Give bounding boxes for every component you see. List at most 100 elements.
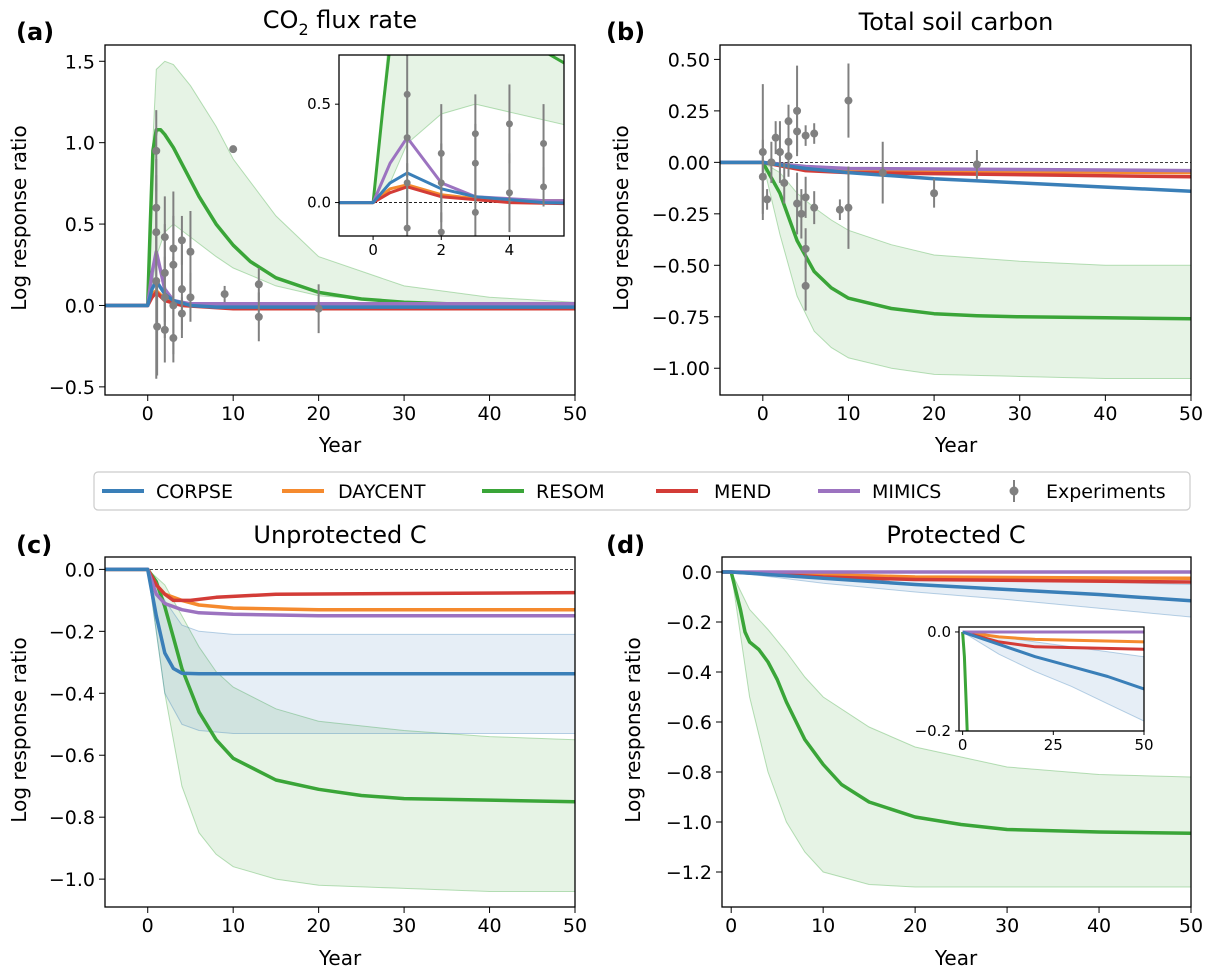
- y-tick-label: 1.5: [65, 51, 95, 73]
- experiment-marker: [771, 133, 780, 142]
- y-tick-label: −1.0: [666, 812, 712, 834]
- experiment-marker: [797, 209, 806, 218]
- experiment-point: [403, 163, 411, 203]
- x-tick-label: 4: [505, 241, 515, 259]
- axes-frame: [721, 556, 1192, 908]
- experiment-marker: [186, 293, 195, 302]
- y-tick-label: 0.0: [65, 559, 95, 581]
- experiment-marker: [403, 134, 411, 142]
- x-tick-label: 0: [368, 241, 378, 259]
- experiment-point: [160, 256, 169, 339]
- experiment-point: [835, 199, 844, 220]
- x-tick-label: 10: [221, 915, 245, 937]
- plot-area-inset3: [961, 630, 1144, 731]
- y-tick-label: −0.6: [49, 745, 95, 767]
- experiment-marker: [505, 120, 513, 128]
- panel-title-b: Total soil carbon: [858, 8, 1054, 36]
- experiment-marker: [878, 168, 887, 177]
- uncertainty-band-resom: [730, 571, 1191, 888]
- experiment-point: [540, 167, 548, 207]
- y-tick-label: 0.5: [65, 214, 95, 236]
- x-tick-label: 40: [477, 915, 501, 937]
- experiment-marker: [505, 189, 513, 197]
- y-tick-label: −0.5: [49, 377, 95, 399]
- x-tick-label: 40: [477, 403, 501, 425]
- x-tick-label: 30: [392, 403, 416, 425]
- x-tick-label: 20: [922, 403, 946, 425]
- axes-frame: [104, 556, 576, 908]
- x-tick-label: 40: [1093, 403, 1117, 425]
- experiment-point: [758, 139, 767, 214]
- experiment-point: [930, 178, 939, 208]
- x-tick-label: 20: [307, 403, 331, 425]
- legend-label-mend: MEND: [714, 481, 771, 503]
- experiment-point: [810, 123, 819, 144]
- y-tick-label: −1.0: [49, 869, 95, 891]
- plot-area-inset0: [339, 55, 564, 236]
- experiment-marker: [314, 304, 323, 313]
- experiment-marker: [801, 281, 810, 290]
- x-tick-label: 0: [757, 403, 769, 425]
- experiment-marker: [169, 301, 178, 310]
- experiment-point: [153, 277, 162, 376]
- y-tick-label: 0.0: [927, 623, 951, 641]
- experiment-marker: [186, 247, 195, 256]
- y-tick-label: −0.2: [49, 621, 95, 643]
- y-axis-label-a: Log response ratio: [7, 125, 31, 310]
- experiment-point: [229, 145, 238, 154]
- y-axis-label-d: Log response ratio: [621, 637, 645, 822]
- x-tick-label: 2: [436, 241, 446, 259]
- panel-title-a: CO2 flux rate: [263, 6, 417, 39]
- x-tick-label: 30: [1008, 403, 1032, 425]
- experiment-marker: [844, 96, 853, 105]
- experiment-point: [169, 313, 178, 363]
- x-tick-label: 10: [811, 915, 835, 937]
- experiment-marker: [540, 140, 548, 148]
- experiment-point: [801, 125, 810, 146]
- x-tick-label: 30: [392, 915, 416, 937]
- x-tick-label: 25: [1044, 736, 1063, 754]
- experiment-point: [314, 284, 323, 334]
- panel-letter-a: (a): [16, 18, 54, 46]
- x-tick-label: 0: [958, 736, 968, 754]
- experiment-marker: [177, 285, 186, 294]
- y-axis-label-b: Log response ratio: [609, 125, 633, 310]
- experiment-point: [801, 261, 810, 311]
- y-tick-label: 0.0: [65, 295, 95, 317]
- experiment-point: [767, 141, 776, 183]
- y-tick-label: −0.8: [49, 807, 95, 829]
- series-line-daycent: [962, 630, 1144, 644]
- panel-letter-c: (c): [16, 531, 52, 559]
- x-tick-label: 10: [221, 403, 245, 425]
- axes-frame: [338, 54, 565, 237]
- axes-frame: [958, 626, 1145, 732]
- experiment-marker: [152, 228, 161, 237]
- experiment-point: [878, 141, 887, 204]
- x-tick-label: 0: [142, 915, 154, 937]
- experiment-marker: [835, 205, 844, 214]
- experiment-point: [186, 272, 195, 322]
- experiment-point: [780, 162, 789, 204]
- y-tick-label: −0.50: [652, 255, 710, 277]
- experiment-marker: [403, 90, 411, 98]
- panel-letter-d: (d): [606, 531, 645, 559]
- legend-frame: [93, 471, 1191, 511]
- experiment-marker: [254, 312, 263, 321]
- experiment-point: [220, 285, 229, 303]
- y-tick-label: −1.00: [652, 358, 710, 380]
- experiment-marker: [780, 178, 789, 187]
- experiment-marker: [763, 195, 772, 204]
- y-tick-label: 0.00: [668, 152, 710, 174]
- experiment-marker: [540, 183, 548, 191]
- experiment-point: [844, 166, 853, 249]
- x-axis-label-d: Year: [934, 946, 978, 970]
- x-tick-label: 50: [1134, 736, 1153, 754]
- uncertainty-band-resom: [762, 161, 1191, 379]
- inset-plot: 0 25 50 −0.2 0.0: [915, 623, 1154, 754]
- experiment-point: [437, 143, 445, 223]
- y-tick-label: −0.25: [652, 204, 710, 226]
- legend-label-corpse: CORPSE: [156, 481, 233, 503]
- experiment-marker: [254, 280, 263, 289]
- y-tick-label: 0.0: [682, 562, 712, 584]
